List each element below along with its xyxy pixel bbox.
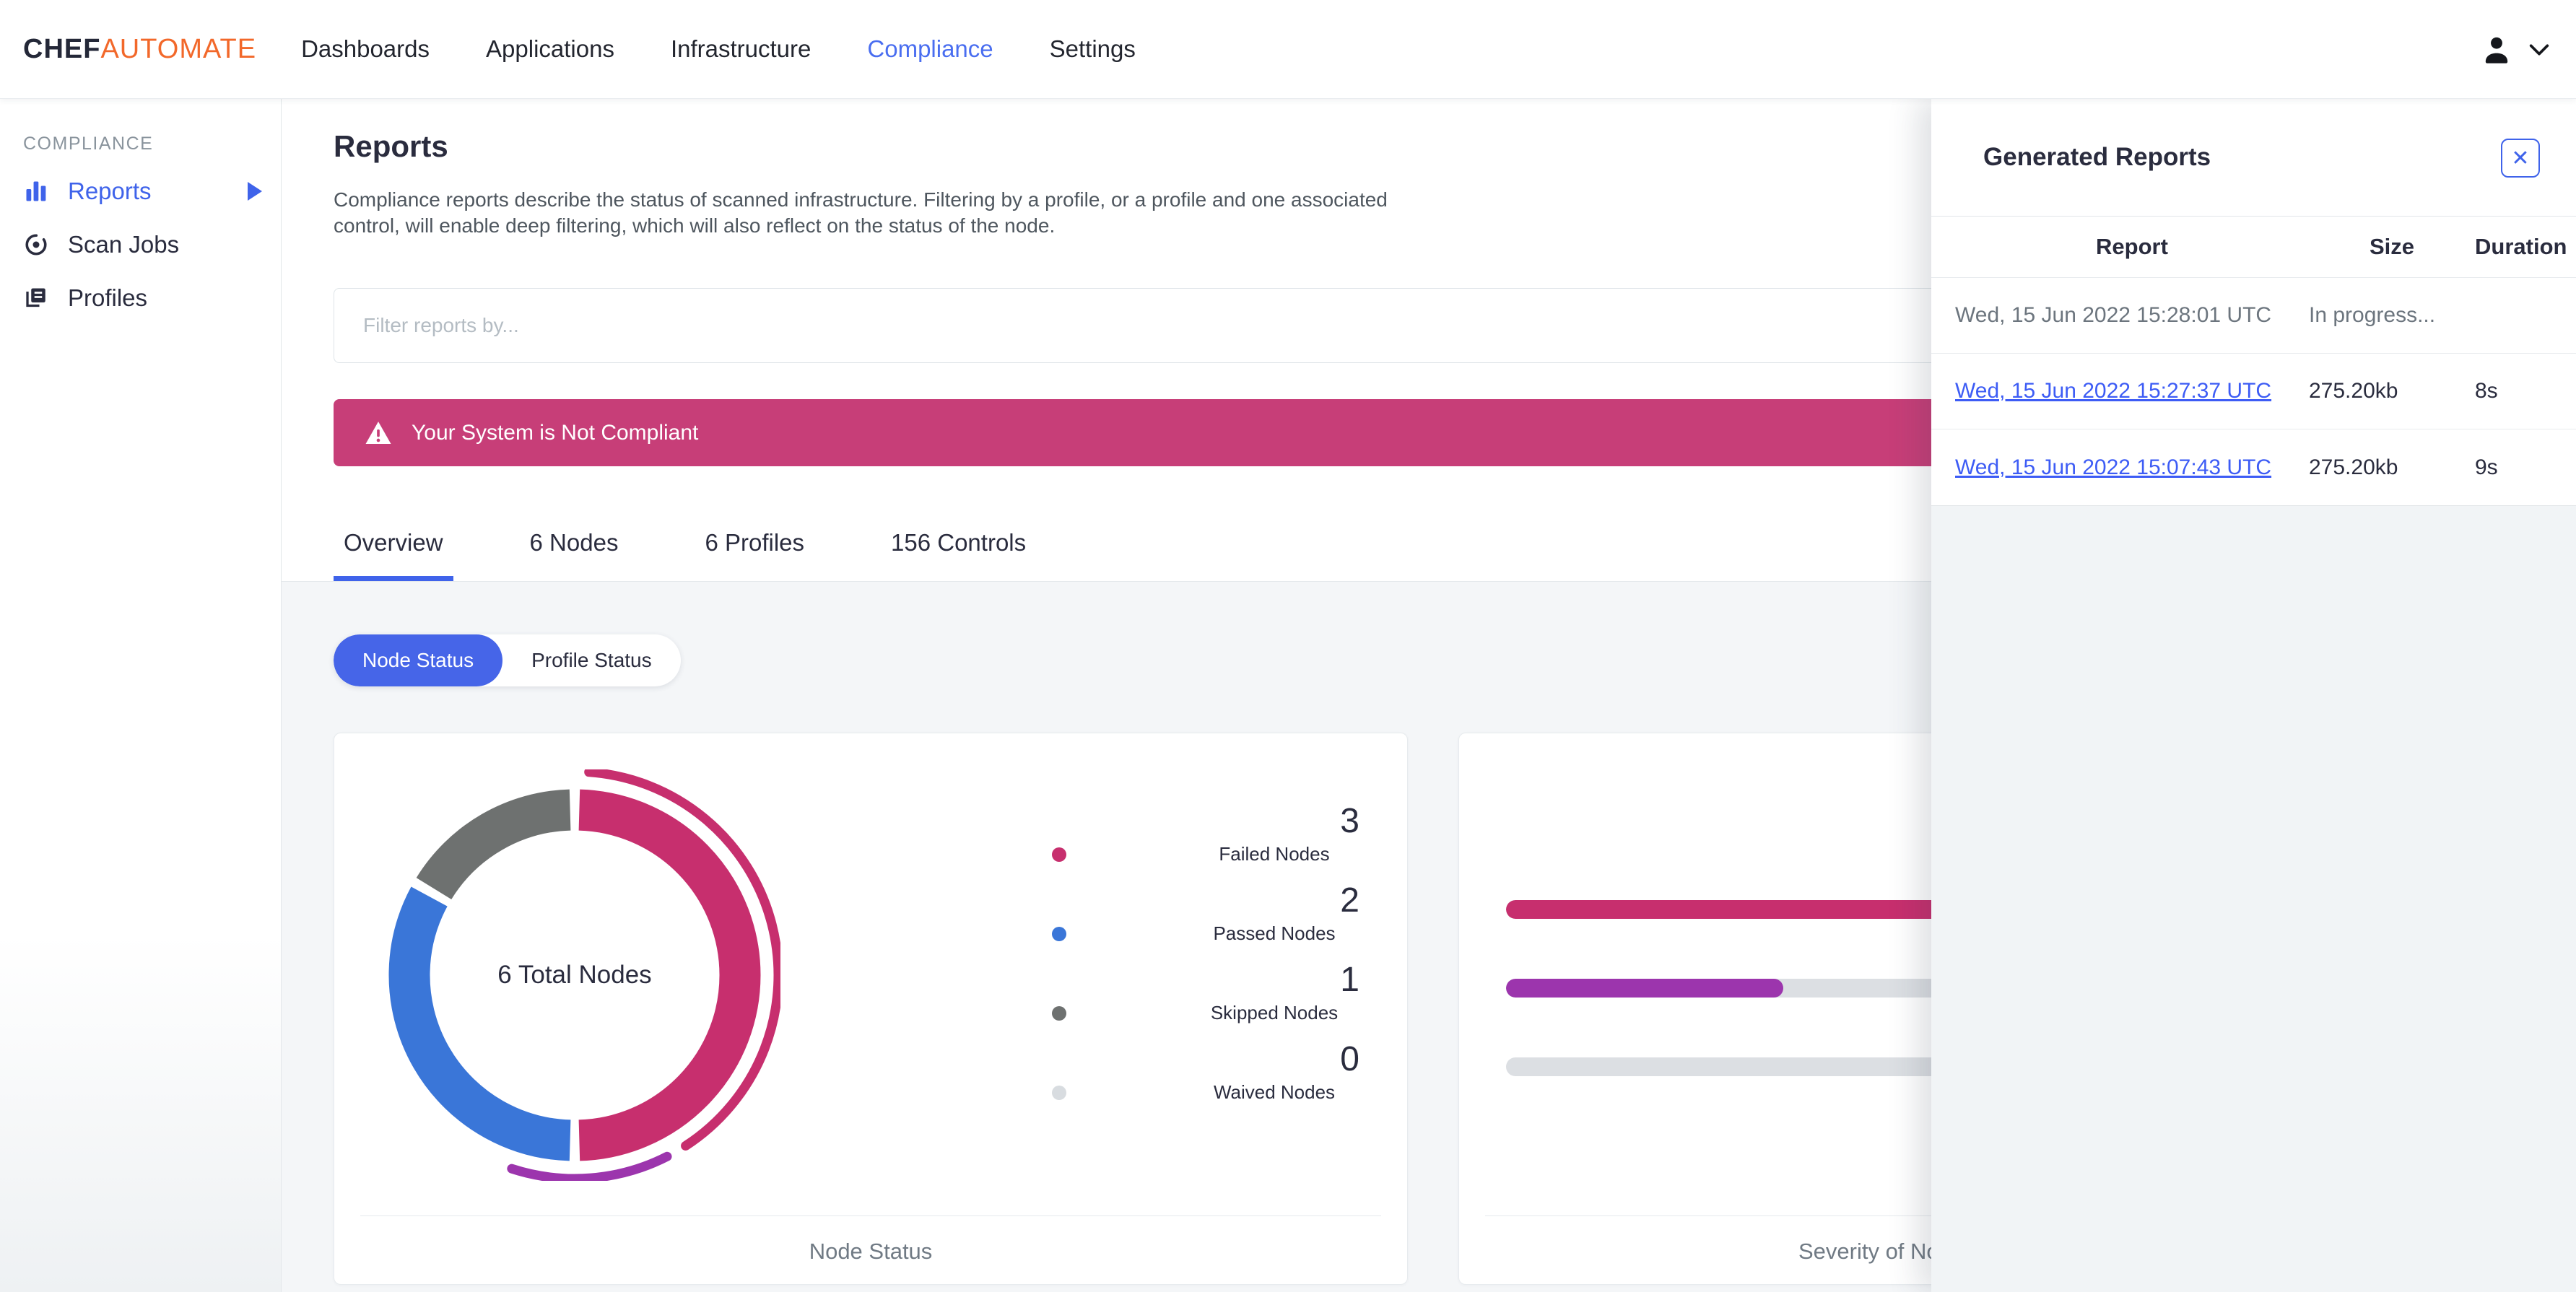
scanner-target-icon	[23, 232, 52, 258]
waived-nodes-count: 0	[1340, 1040, 1359, 1078]
legend-label: Waived Nodes	[1213, 1081, 1336, 1103]
nav-item-infrastructure[interactable]: Infrastructure	[670, 35, 811, 62]
legend-item-waived: 0 Waived Nodes	[1052, 1041, 1359, 1104]
report-duration: 9s	[2475, 455, 2498, 479]
chef-automate-logo[interactable]: CHEFAUTOMATE	[23, 34, 256, 65]
report-duration: 8s	[2475, 379, 2498, 403]
chevron-right-icon	[248, 182, 262, 201]
column-header-duration: Duration	[2475, 234, 2567, 259]
report-date: Wed, 15 Jun 2022 15:28:01 UTC	[1955, 303, 2272, 327]
legend-item-passed: 2 Passed Nodes	[1052, 882, 1359, 945]
tab-profiles[interactable]: 6 Profiles	[705, 529, 805, 556]
skipped-dot-icon	[1052, 1005, 1066, 1021]
generated-reports-panel-content: Generated Reports ✕ Report Size Duration…	[1931, 99, 2576, 506]
alert-message: Your System is Not Compliant	[412, 420, 699, 445]
node-status-caption: Node Status	[809, 1239, 933, 1264]
donut-center-label: 6 Total Nodes	[497, 961, 652, 989]
sidebar-item-reports[interactable]: Reports	[0, 165, 281, 218]
report-size: 275.20kb	[2309, 379, 2398, 403]
passed-nodes-count: 2	[1340, 881, 1359, 920]
table-row: Wed, 15 Jun 2022 15:28:01 UTC In progres…	[1931, 278, 2576, 354]
top-navbar: CHEFAUTOMATE Dashboards Applications Inf…	[0, 0, 2576, 99]
report-download-link[interactable]: Wed, 15 Jun 2022 15:07:43 UTC	[1955, 455, 2272, 479]
passed-dot-icon	[1052, 926, 1066, 941]
user-menu[interactable]	[2476, 0, 2551, 99]
table-row: Wed, 15 Jun 2022 15:07:43 UTC 275.20kb 9…	[1931, 429, 2576, 505]
card-divider	[1485, 1215, 2363, 1216]
tab-controls[interactable]: 156 Controls	[891, 529, 1027, 556]
legend-label: Skipped Nodes	[1210, 1002, 1339, 1023]
failed-dot-icon	[1052, 847, 1066, 862]
node-status-toggle-button[interactable]: Node Status	[334, 634, 503, 686]
sidebar-item-label: Reports	[68, 178, 152, 204]
bar-chart-icon	[23, 178, 52, 204]
node-status-donut-chart: 6 Total Nodes	[369, 769, 780, 1181]
report-download-link[interactable]: Wed, 15 Jun 2022 15:27:37 UTC	[1955, 379, 2272, 403]
report-size: 275.20kb	[2309, 455, 2398, 479]
report-tabs: Overview 6 Nodes 6 Profiles 156 Controls	[334, 505, 1036, 581]
column-header-report: Report	[2096, 234, 2168, 259]
legend-item-skipped: 1 Skipped Nodes	[1052, 961, 1359, 1024]
nav-item-applications[interactable]: Applications	[486, 35, 614, 62]
page-title: Reports	[334, 129, 448, 163]
close-panel-button[interactable]: ✕	[2501, 139, 2540, 178]
logo-automate: AUTOMATE	[100, 33, 257, 64]
nav-item-dashboards[interactable]: Dashboards	[301, 35, 430, 62]
legend-item-failed: 3 Failed Nodes	[1052, 803, 1359, 865]
panel-title: Generated Reports	[1983, 143, 2211, 171]
sidebar-section-label: COMPLIANCE	[23, 134, 154, 154]
node-status-card: 6 Total Nodes 3 Failed Nodes 2 Passed No…	[334, 733, 1408, 1285]
legend-label: Failed Nodes	[1219, 843, 1330, 865]
page-description: Compliance reports describe the status o…	[334, 188, 1388, 237]
report-size: In progress...	[2309, 303, 2436, 327]
table-row: Wed, 15 Jun 2022 15:27:37 UTC 275.20kb 8…	[1931, 354, 2576, 429]
documents-icon	[23, 285, 52, 311]
profile-status-toggle-button[interactable]: Profile Status	[531, 649, 652, 671]
sidebar-item-profiles[interactable]: Profiles	[0, 271, 281, 325]
user-avatar-icon	[2476, 30, 2517, 70]
skipped-nodes-count: 1	[1340, 961, 1359, 999]
generated-reports-table: Report Size Duration Wed, 15 Jun 2022 15…	[1931, 217, 2576, 505]
nav-item-settings[interactable]: Settings	[1049, 35, 1136, 62]
column-header-size: Size	[2369, 234, 2415, 259]
nav-item-compliance[interactable]: Compliance	[867, 35, 993, 62]
status-toggle: Node Status Profile Status	[334, 634, 681, 686]
panel-header: Generated Reports ✕	[1931, 99, 2576, 217]
generated-reports-panel: Generated Reports ✕ Report Size Duration…	[1931, 99, 2576, 1292]
sidebar-item-scan-jobs[interactable]: Scan Jobs	[0, 218, 281, 271]
sidebar-item-label: Profiles	[68, 284, 148, 311]
warning-icon	[364, 419, 393, 448]
waived-dot-icon	[1052, 1085, 1066, 1100]
table-header-row: Report Size Duration	[1931, 217, 2576, 278]
logo-chef: CHEF	[23, 33, 101, 64]
card-divider	[360, 1215, 1381, 1216]
tab-nodes[interactable]: 6 Nodes	[529, 529, 619, 556]
node-status-legend: 3 Failed Nodes 2 Passed Nodes 1 Skipped …	[1052, 803, 1359, 1120]
chevron-down-icon	[2527, 41, 2551, 58]
sidebar-item-label: Scan Jobs	[68, 231, 180, 258]
main-nav: Dashboards Applications Infrastructure C…	[301, 35, 1136, 63]
tab-overview[interactable]: Overview	[334, 505, 453, 581]
failed-nodes-count: 3	[1340, 802, 1359, 840]
legend-label: Passed Nodes	[1213, 922, 1336, 944]
bar-fill	[1506, 979, 1783, 998]
close-icon: ✕	[2511, 146, 2530, 170]
compliance-sidebar: COMPLIANCE Reports Scan Jobs Profiles	[0, 99, 282, 1292]
